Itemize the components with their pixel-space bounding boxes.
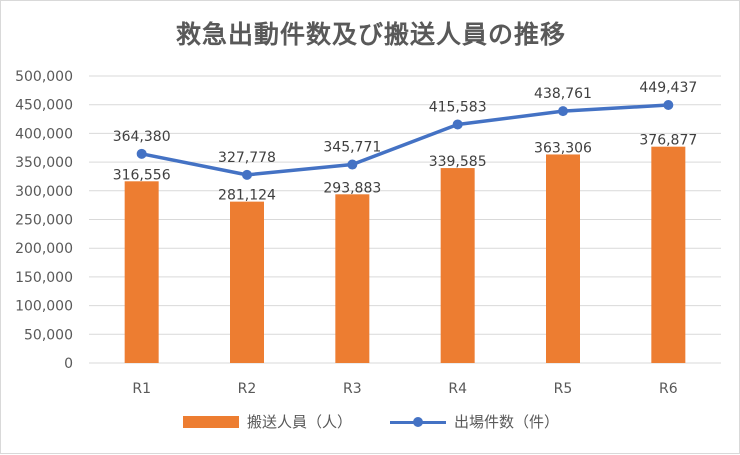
- y-tick-label: 250,000: [15, 213, 73, 229]
- line-data-label: 449,437: [639, 80, 697, 96]
- y-tick-label: 200,000: [15, 241, 73, 257]
- x-tick-label: R6: [659, 381, 678, 397]
- legend: 搬送人員（人） 出場件数（件）: [1, 411, 740, 432]
- y-tick-label: 500,000: [15, 69, 73, 85]
- line-data-label: 327,778: [218, 150, 276, 166]
- legend-bar-swatch: [182, 415, 239, 428]
- y-tick-label: 150,000: [15, 270, 73, 286]
- bar: [230, 201, 264, 363]
- bar: [546, 154, 580, 363]
- bar: [335, 194, 370, 363]
- y-tick-labels: 0 50,000 100,000 150,000 200,000 250,000 300,0…: [15, 69, 73, 372]
- bar: [440, 168, 475, 363]
- bar-data-label: 339,585: [429, 154, 487, 170]
- line-point: [663, 100, 674, 111]
- grid-lines: [89, 75, 721, 364]
- legend-bar-label: 搬送人員（人）: [246, 413, 352, 431]
- bar-data-label: 316,556: [113, 167, 171, 183]
- legend-item-bar: 搬送人員（人）: [182, 411, 352, 432]
- y-tick-label: 450,000: [15, 98, 73, 114]
- y-tick-label: 50,000: [24, 327, 73, 343]
- bar: [124, 181, 159, 363]
- line-data-label: 364,380: [113, 129, 171, 145]
- line-data-label: 415,583: [429, 99, 487, 115]
- legend-item-line: 出場件数（件）: [390, 411, 559, 432]
- x-tick-label: R5: [554, 381, 573, 397]
- line-point: [347, 159, 358, 170]
- x-tick-label: R3: [343, 381, 362, 397]
- bar-data-label: 281,124: [218, 188, 276, 204]
- line-data-label: 438,761: [534, 86, 592, 102]
- bar-data-label: 376,877: [639, 133, 697, 149]
- x-tick-label: R4: [448, 381, 467, 397]
- y-tick-label: 400,000: [15, 126, 73, 142]
- legend-line-label: 出場件数（件）: [454, 413, 560, 431]
- x-tick-label: R2: [238, 381, 257, 397]
- x-tick-label: R1: [132, 381, 151, 397]
- legend-line-swatch: [390, 416, 446, 428]
- x-tick-labels: R1 R2 R3 R4 R5 R6: [132, 381, 677, 397]
- bar-data-label: 363,306: [534, 140, 592, 156]
- y-tick-label: 350,000: [15, 155, 73, 171]
- line-point: [452, 119, 463, 130]
- y-tick-label: 100,000: [15, 299, 73, 315]
- line-point: [136, 148, 147, 159]
- data-labels: 316,556 281,124 293,883 339,585 363,306 376,8…: [113, 80, 698, 204]
- line-data-label: 345,771: [323, 140, 381, 156]
- line-point: [242, 169, 252, 180]
- chart-title: 救急出動件数及び搬送人員の推移: [175, 20, 566, 49]
- bar-series: [124, 146, 686, 363]
- line-series: [136, 100, 674, 180]
- y-tick-label: 0: [64, 356, 73, 372]
- y-tick-label: 300,000: [15, 184, 73, 200]
- line-point: [558, 106, 568, 117]
- bar-data-label: 293,883: [323, 180, 381, 196]
- bar: [651, 146, 686, 363]
- line-path: [139, 103, 671, 177]
